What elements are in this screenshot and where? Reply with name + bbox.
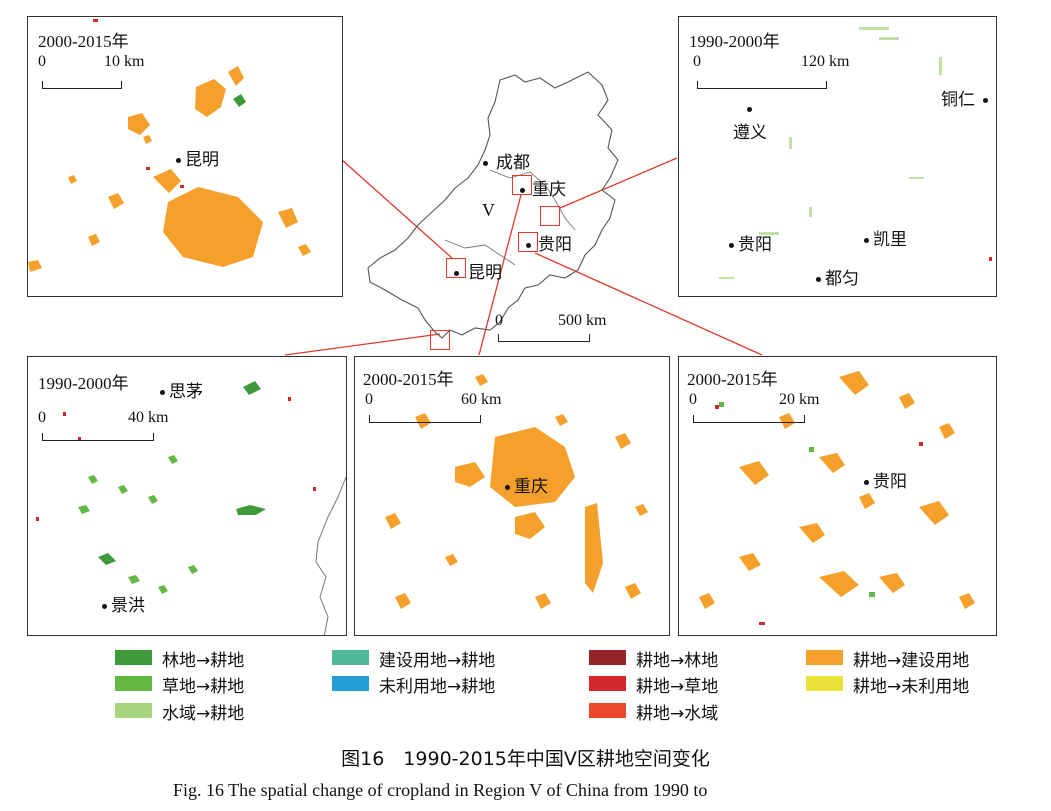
legend-swatch [806,650,843,665]
caption-chinese: 图16 1990-2015年中国V区耕地空间变化 [341,748,710,770]
city-label: 昆明 [468,263,502,283]
scale-zero: 0 [38,409,46,426]
caption-english: Fig. 16 The spatial change of cropland i… [173,780,708,800]
legend-label: 耕地→建设用地 [853,651,970,671]
legend-swatch [115,676,152,691]
change-patches [28,19,311,272]
overview-scale-bar [498,334,590,342]
legend-swatch [589,676,626,691]
city-label: 思茅 [169,382,203,402]
legend-swatch [589,650,626,665]
city-jinghong: 景洪 [102,591,145,616]
legend-label: 耕地→未利用地 [853,677,970,697]
scale-end: 120 km [801,53,850,70]
change-patches [385,374,648,609]
legend-swatch [332,676,369,691]
legend-swatch [589,703,626,718]
overview-scale-zero: 0 [495,312,503,329]
legend-swatch [115,650,152,665]
panel-kunming: 2000-2015年 0 10 km 昆明 [27,16,343,297]
panel-title: 2000-2015年 [363,370,454,389]
city-label: 重庆 [514,477,548,497]
city-duyun: 都匀 [816,264,859,289]
city-label: 遵义 [733,123,767,143]
legend-swatch [332,650,369,665]
panel-chongqing: 2000-2015年 0 60 km 重庆 [354,356,670,636]
change-patches [699,371,975,625]
scale-bar [369,415,481,423]
legend-label: 耕地→水域 [636,704,719,724]
city-label: 昆明 [185,150,219,170]
scale-zero: 0 [365,391,373,408]
city-label: 铜仁 [941,90,975,110]
panel-simao: 1990-2000年 思茅 0 40 km 景洪 [27,356,347,636]
scale-bar [42,433,154,441]
city-kaili: 凯里 [864,225,907,250]
legend-label: 耕地→草地 [636,677,719,697]
city-label: 贵阳 [738,235,772,255]
city-zunyi: 遵义 [733,97,767,145]
city-label: 贵阳 [873,472,907,492]
change-patches [719,27,992,279]
city-simao: 思茅 [160,377,203,402]
city-label: 景洪 [111,596,145,616]
legend-label: 水域→耕地 [162,704,245,724]
city-guiyang: 贵阳 [864,467,907,492]
city-label: 凯里 [873,230,907,250]
overview-map: 成都 重庆 贵阳 昆明 V 0 500 km [340,60,680,360]
legend-label: 草地→耕地 [162,677,245,697]
panel-title: 2000-2015年 [687,370,778,389]
scale-end: 60 km [461,391,502,408]
overview-city-chengdu: 成都 [483,148,530,173]
legend-label: 林地→耕地 [162,651,245,671]
scale-end: 10 km [104,53,145,70]
panel-zunyi: 1990-2000年 0 120 km 遵义 铜仁 贵阳 凯里 都匀 [678,16,997,297]
inset-box-chongqing [512,175,532,195]
legend-swatch [115,703,152,718]
scale-end: 40 km [128,409,169,426]
overview-scale-end: 500 km [558,312,607,329]
inset-box-zunyi [540,206,560,226]
city-label: 重庆 [532,180,566,200]
overview-city-guiyang: 贵阳 [526,230,572,255]
panel-title: 2000-2015年 [38,32,129,51]
city-label: 成都 [496,153,530,173]
legend-label: 未利用地→耕地 [379,677,496,697]
legend-label: 耕地→林地 [636,651,719,671]
change-patches [36,381,346,635]
city-guiyang: 贵阳 [729,230,772,255]
scale-zero: 0 [693,53,701,70]
city-chongqing: 重庆 [505,472,548,497]
scale-zero: 0 [689,391,697,408]
scale-end: 20 km [779,391,820,408]
city-label: 都匀 [825,269,859,289]
inset-box-simao [430,330,450,350]
overview-city-kunming: 昆明 [454,258,502,283]
panel-guiyang: 2000-2015年 0 20 km 贵阳 [678,356,997,636]
inset-box-kunming [446,258,466,278]
city-label: 贵阳 [538,235,572,255]
panel-title: 1990-2000年 [689,32,780,51]
overview-city-chongqing: 重庆 [520,175,566,200]
city-tongren: 铜仁 [941,85,992,110]
scale-bar [693,415,805,423]
city-kunming: 昆明 [176,145,219,170]
panel-title: 1990-2000年 [38,374,129,393]
scale-bar [42,81,122,89]
scale-zero: 0 [38,53,46,70]
inset-box-guiyang [518,232,538,252]
region-outline [367,71,619,339]
legend-label: 建设用地→耕地 [379,651,496,671]
scale-bar [697,81,827,89]
legend-swatch [806,676,843,691]
region-label: V [482,200,495,220]
